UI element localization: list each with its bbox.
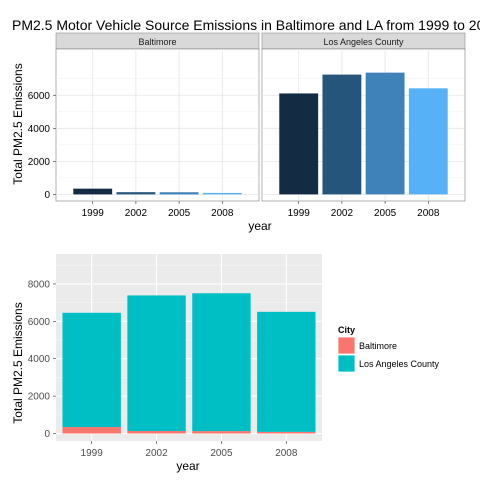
- y-tick-label: 6000: [28, 317, 51, 328]
- bar-segment: [192, 293, 251, 432]
- x-tick-label: 2005: [168, 208, 191, 219]
- legend-entry: Los Angeles County: [359, 359, 440, 369]
- y-tick-label: 2000: [28, 157, 51, 168]
- x-tick-label: 2005: [210, 448, 233, 459]
- y-tick-label: 6000: [28, 91, 51, 102]
- bar: [116, 192, 156, 195]
- facet-strip-label: Los Angeles County: [323, 37, 404, 47]
- x-tick-label: 2005: [374, 208, 397, 219]
- bar: [202, 192, 242, 195]
- bar-segment: [127, 431, 186, 434]
- legend: City Baltimore Los Angeles County: [337, 325, 440, 373]
- legend-entry: Baltimore: [359, 341, 397, 351]
- chart-title: PM2.5 Motor Vehicle Source Emissions in …: [12, 17, 480, 33]
- bar: [73, 188, 113, 195]
- y-tick-label: 0: [44, 429, 50, 440]
- bar-segment: [127, 295, 186, 432]
- top-y-axis-label: Total PM2.5 Emissions: [11, 63, 25, 184]
- legend-swatch: [337, 336, 356, 355]
- bar: [408, 88, 448, 195]
- x-tick-label: 2002: [145, 448, 168, 459]
- bar: [322, 74, 362, 195]
- faceted-bar-chart: Baltimore 1999 2002 2005 2008 Los Angeles Cou…: [28, 32, 466, 219]
- y-tick-label: 0: [44, 190, 50, 201]
- bottom-x-axis-label: year: [176, 459, 199, 473]
- x-tick-label: 2008: [211, 208, 234, 219]
- x-tick-label: 1999: [82, 208, 105, 219]
- bar-segment: [257, 431, 316, 434]
- bar: [279, 93, 319, 195]
- top-x-axis-label: year: [248, 219, 271, 233]
- y-tick-label: 8000: [28, 279, 51, 290]
- y-tick-label: 4000: [28, 354, 51, 365]
- y-tick-label: 4000: [28, 124, 51, 135]
- x-tick-label: 1999: [81, 448, 104, 459]
- bar-segment: [192, 431, 251, 434]
- panel-background: [55, 48, 260, 202]
- x-tick-label: 1999: [288, 208, 311, 219]
- bar: [365, 72, 405, 195]
- x-tick-label: 2008: [417, 208, 440, 219]
- x-tick-label: 2008: [275, 448, 298, 459]
- stacked-bar-chart: 1999 2002 2005 2008 0 2000 4000 6000 8000: [28, 254, 322, 459]
- legend-swatch: [337, 354, 356, 373]
- bottom-y-axis-label: Total PM2.5 Emissions: [11, 302, 25, 423]
- bar: [159, 192, 199, 195]
- bar-segment: [257, 311, 316, 432]
- legend-title: City: [338, 325, 355, 335]
- bar-segment: [62, 312, 121, 428]
- facet-strip-label: Baltimore: [138, 37, 176, 47]
- x-tick-label: 2002: [331, 208, 354, 219]
- x-tick-label: 2002: [125, 208, 148, 219]
- bar-segment: [62, 427, 121, 434]
- y-tick-label: 2000: [28, 392, 51, 403]
